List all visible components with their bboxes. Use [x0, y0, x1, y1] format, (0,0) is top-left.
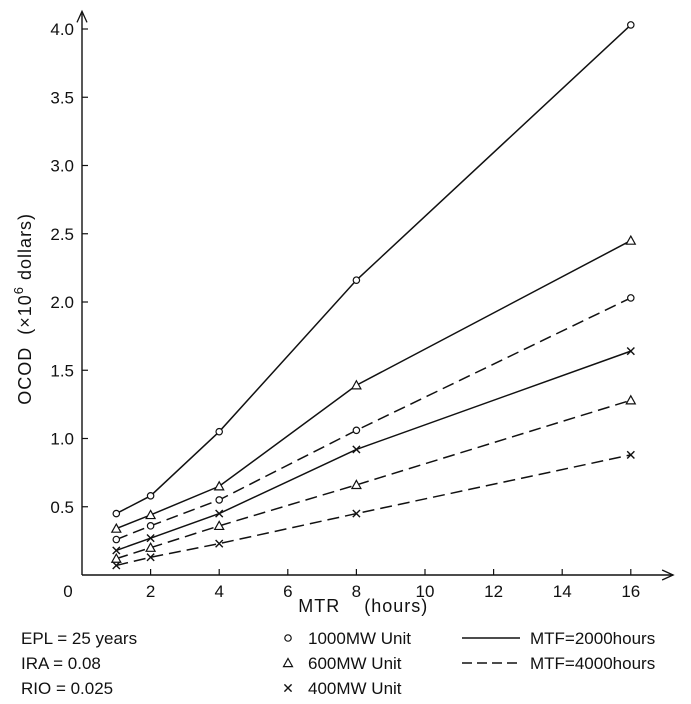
series-line-1000MW-mtf2000 [115, 24, 632, 515]
y-tick-label: 1.5 [50, 361, 74, 380]
y-axis-title-tail: dollars) [15, 213, 35, 286]
x-tick-label: 2 [146, 582, 155, 601]
data-point-600MW-mtf4000 [625, 394, 637, 405]
data-point-1000MW-mtf2000 [352, 276, 361, 284]
x-tick-label: 10 [416, 582, 435, 601]
y-axis-title-exponent: 6 [11, 286, 26, 294]
legend-param: IRA = 0.08 [21, 654, 101, 673]
series-line-600MW-mtf2000 [116, 239, 632, 530]
data-point-600MW-mtf2000 [350, 379, 362, 390]
y-tick-label: 4.0 [50, 20, 74, 39]
x-tick-label: 16 [621, 582, 640, 601]
axes: 2 4 6 8 10 12 14 16 0 0.5 1.0 1.5 2.0 2.5 3.0 3.5 4.0 MTR… [11, 9, 675, 616]
data-point-400MW-mtf4000 [215, 539, 224, 548]
x-tick-label: 4 [214, 582, 223, 601]
y-axis-arrow [76, 9, 88, 23]
legend-param: RIO = 0.025 [21, 679, 113, 698]
y-axis-title-main: OCOD (×10 [15, 294, 35, 405]
data-point-400MW-mtf4000 [352, 509, 361, 518]
legend-unit-label: 400MW Unit [308, 679, 402, 698]
data-point-400MW-mtf4000 [112, 561, 121, 570]
data-point-600MW-mtf4000 [145, 541, 157, 552]
data-point-600MW-mtf4000 [213, 520, 225, 531]
origin-label: 0 [63, 582, 72, 601]
y-tick-label: 0.5 [50, 498, 74, 517]
data-point-600MW-mtf4000 [350, 479, 362, 490]
legend-marker-circle [284, 634, 292, 642]
data-point-1000MW-mtf4000 [352, 426, 361, 435]
data-point-400MW-mtf2000 [626, 347, 635, 356]
data-point-600MW-mtf4000 [110, 552, 122, 563]
x-tick-label: 8 [352, 582, 361, 601]
series-group [110, 21, 637, 570]
data-point-400MW-mtf2000 [112, 546, 121, 555]
x-axis-title: MTR (hours) [298, 596, 428, 616]
x-tick-label: 6 [283, 582, 292, 601]
data-point-400MW-mtf2000 [215, 509, 224, 518]
legend-line-label: MTF=4000hours [530, 654, 655, 673]
legend-line-label: MTF=2000hours [530, 629, 655, 648]
y-tick-label: 2.0 [50, 293, 74, 312]
x-axis-arrow [661, 569, 675, 581]
data-point-600MW-mtf2000 [625, 234, 637, 245]
x-tick-label: 14 [553, 582, 572, 601]
y-tick-label: 3.0 [50, 157, 74, 176]
y-tick-label: 3.5 [50, 88, 74, 107]
data-point-1000MW-mtf2000 [215, 427, 224, 436]
legend: EPL = 25 years IRA = 0.08 RIO = 0.025 1000M… [21, 629, 655, 698]
data-point-1000MW-mtf2000 [626, 21, 635, 29]
data-point-600MW-mtf2000 [213, 480, 225, 491]
x-tick-label: 12 [484, 582, 503, 601]
data-point-1000MW-mtf4000 [112, 535, 121, 544]
data-point-1000MW-mtf4000 [626, 294, 635, 302]
data-point-1000MW-mtf4000 [146, 522, 155, 530]
series-line-600MW-mtf4000 [116, 399, 632, 560]
series-line-400MW-mtf4000 [116, 454, 631, 567]
data-point-600MW-mtf2000 [145, 509, 157, 520]
data-point-400MW-mtf4000 [626, 450, 635, 459]
data-point-1000MW-mtf2000 [146, 492, 155, 500]
data-point-1000MW-mtf2000 [112, 509, 121, 518]
data-point-1000MW-mtf4000 [215, 496, 224, 504]
legend-param: EPL = 25 years [21, 629, 137, 648]
data-point-400MW-mtf2000 [352, 445, 361, 454]
series-line-400MW-mtf2000 [116, 350, 632, 552]
legend-unit-label: 600MW Unit [308, 654, 402, 673]
data-point-400MW-mtf2000 [146, 534, 155, 543]
y-tick-label: 2.5 [50, 225, 74, 244]
data-point-400MW-mtf4000 [146, 553, 155, 562]
y-axis-title: OCOD (×106 dollars) [11, 213, 35, 405]
series-line-1000MW-mtf4000 [116, 297, 632, 541]
legend-marker-x [283, 683, 293, 693]
legend-unit-label: 1000MW Unit [308, 629, 411, 648]
legend-marker-triangle [282, 657, 294, 668]
data-point-600MW-mtf2000 [110, 522, 122, 533]
y-tick-label: 1.0 [50, 430, 74, 449]
